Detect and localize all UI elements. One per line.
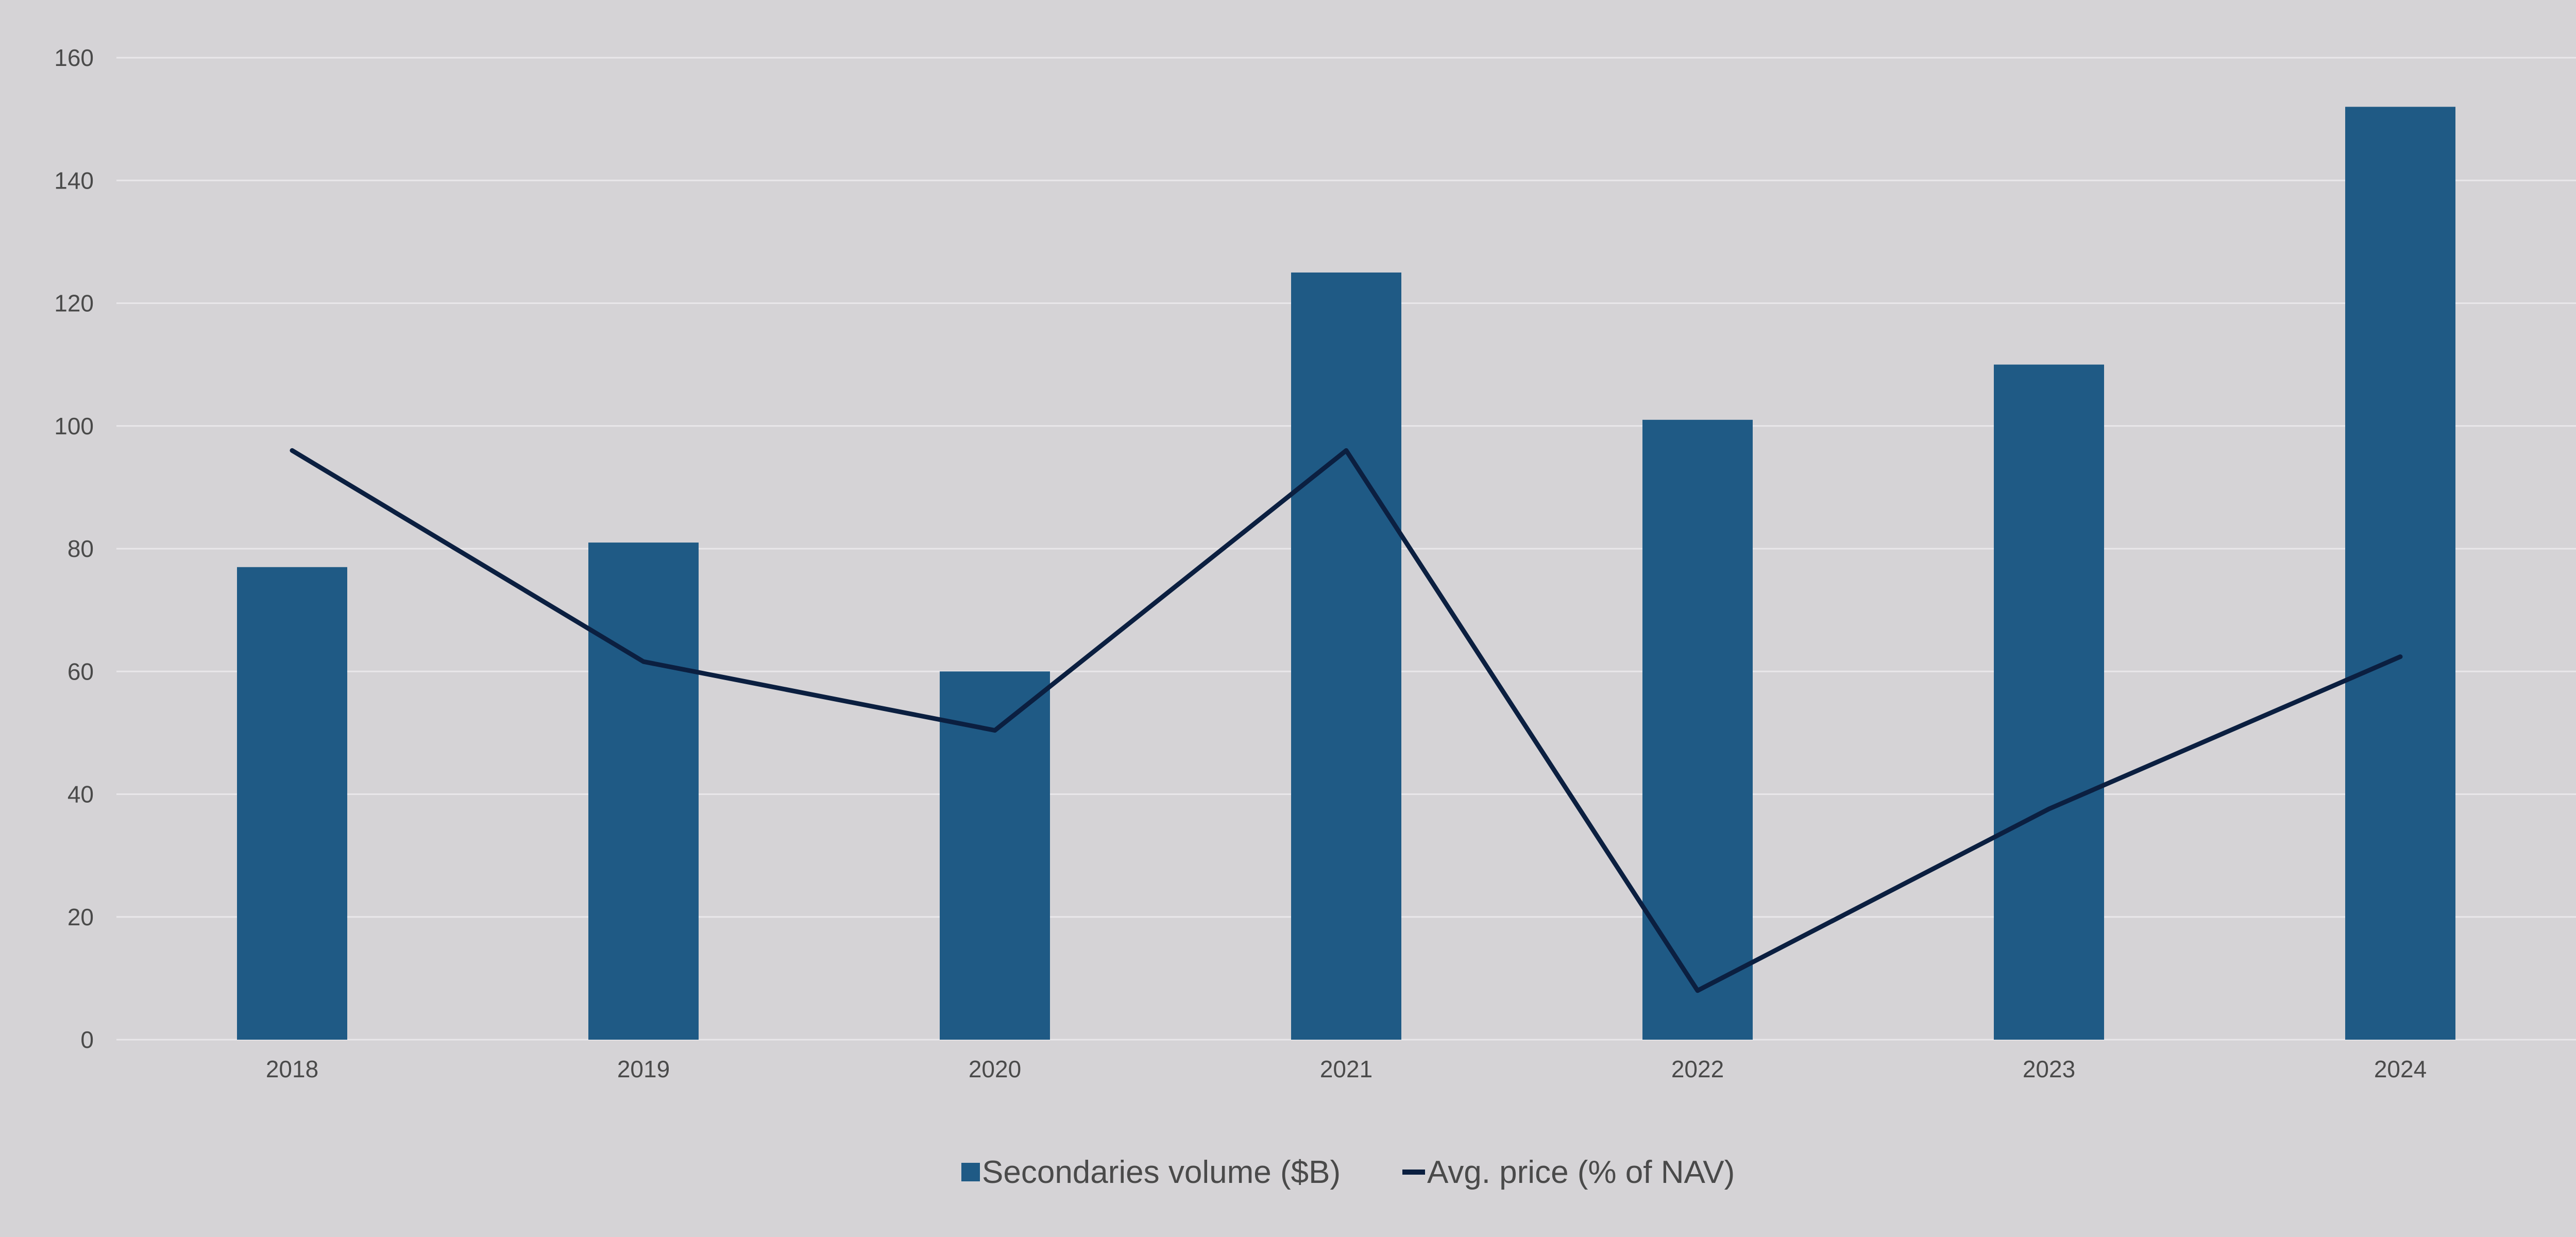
left-tick-label: 80 (67, 535, 94, 562)
bar (2345, 107, 2455, 1040)
x-axis-ticks: 2018 2019 2020 2021 2022 2023 2024 (266, 1056, 2427, 1082)
x-tick-label: 2024 (2374, 1056, 2427, 1082)
bar-series (237, 107, 2455, 1040)
left-tick-label: 120 (54, 290, 94, 317)
legend-label-price: Avg. price (% of NAV) (1427, 1155, 1735, 1190)
legend-swatch-volume (961, 1163, 980, 1181)
legend: Secondaries volume ($B) Avg. price (% of… (961, 1155, 1735, 1190)
x-tick-label: 2018 (266, 1056, 318, 1082)
x-tick-label: 2023 (2023, 1056, 2075, 1082)
left-tick-label: 100 (54, 413, 94, 439)
x-tick-label: 2021 (1320, 1056, 1372, 1082)
left-axis-ticks: 0 20 40 60 80 100 120 140 160 (54, 44, 94, 1053)
bar (940, 671, 1050, 1040)
line-series (290, 448, 2403, 993)
left-tick-label: 140 (54, 167, 94, 194)
bar (588, 543, 699, 1040)
price-line (290, 448, 2403, 993)
x-tick-label: 2019 (617, 1056, 670, 1082)
left-tick-label: 40 (67, 781, 94, 808)
left-tick-label: 160 (54, 44, 94, 71)
x-tick-label: 2022 (1671, 1056, 1724, 1082)
bar (1642, 419, 1753, 1040)
bar (1994, 364, 2104, 1040)
bar (237, 567, 347, 1040)
left-tick-label: 20 (67, 904, 94, 930)
x-tick-label: 2020 (969, 1056, 1021, 1082)
bar (1291, 272, 1401, 1040)
left-tick-label: 0 (80, 1026, 94, 1053)
left-tick-label: 60 (67, 658, 94, 685)
legend-label-volume: Secondaries volume ($B) (982, 1155, 1341, 1190)
